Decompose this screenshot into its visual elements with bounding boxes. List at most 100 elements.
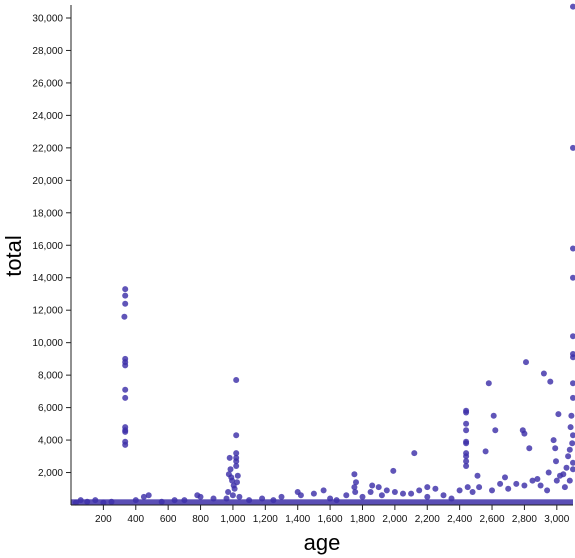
data-point — [92, 497, 99, 504]
y-tick-label: 18,000 — [32, 208, 63, 219]
data-point — [375, 484, 382, 491]
data-point — [456, 487, 463, 494]
data-point — [310, 490, 317, 497]
data-point — [234, 479, 240, 486]
y-ticks: 2,000 4,000 6,000 8,000 10,000 12,000 14,000 16… — [32, 13, 71, 479]
data-point — [246, 497, 253, 504]
y-axis-title: total — [1, 235, 26, 277]
data-point — [400, 490, 406, 497]
data-point — [513, 480, 520, 487]
data-point — [122, 362, 129, 369]
data-point — [327, 495, 334, 502]
data-point — [490, 412, 497, 419]
data-point — [570, 3, 575, 10]
data-point — [568, 412, 575, 419]
y-tick-label: 26,000 — [32, 78, 63, 89]
y-tick-label: 12,000 — [32, 306, 63, 317]
data-point — [233, 458, 240, 465]
x-tick-label: 2,200 — [415, 514, 440, 525]
data-point — [223, 495, 230, 502]
data-point — [424, 484, 431, 491]
data-point — [463, 440, 470, 447]
data-point — [424, 493, 431, 500]
y-tick-label: 20,000 — [32, 176, 63, 187]
data-point — [553, 477, 560, 484]
baseline-point-band — [71, 499, 573, 505]
data-point — [378, 492, 385, 499]
data-point — [122, 286, 129, 293]
data-point — [333, 497, 340, 504]
y-tick-label: 14,000 — [32, 273, 63, 284]
x-ticks: 200 400 600 800 1,000 1,200 1,400 1,600 1,800 2,0… — [95, 505, 570, 525]
data-point — [570, 274, 575, 281]
data-point — [122, 394, 129, 401]
y-tick-label: 6,000 — [38, 403, 63, 414]
data-point — [440, 492, 447, 499]
data-point — [122, 300, 129, 307]
x-tick-label: 1,600 — [318, 514, 343, 525]
data-point — [233, 463, 240, 469]
data-point — [523, 359, 529, 366]
data-point — [383, 487, 390, 494]
x-tick-label: 2,000 — [382, 514, 407, 525]
y-tick-label: 4,000 — [38, 436, 63, 447]
data-point — [492, 427, 499, 434]
data-point — [181, 497, 188, 504]
data-point — [197, 493, 204, 500]
data-point — [570, 354, 575, 361]
data-point — [566, 446, 573, 453]
x-axis-title: age — [304, 530, 341, 555]
data-point — [566, 477, 573, 484]
data-point — [171, 497, 178, 504]
x-tick-label: 1,400 — [285, 514, 310, 525]
data-point — [72, 499, 79, 506]
data-point — [229, 477, 236, 484]
data-point — [521, 430, 528, 437]
data-point — [544, 487, 551, 494]
data-point — [569, 440, 575, 447]
data-point — [259, 495, 266, 502]
points-layer — [71, 3, 575, 506]
data-point — [351, 484, 358, 491]
data-point — [416, 487, 423, 494]
data-point — [234, 472, 241, 479]
y-tick-label: 10,000 — [32, 338, 63, 349]
data-point — [411, 450, 418, 457]
data-point — [145, 492, 152, 499]
y-tick-label: 22,000 — [32, 143, 63, 154]
data-point — [570, 380, 575, 387]
data-point — [563, 464, 570, 471]
data-point — [553, 458, 559, 465]
data-point — [233, 432, 240, 439]
data-point — [352, 489, 359, 495]
data-point — [570, 333, 575, 340]
data-point — [476, 484, 483, 491]
data-point — [227, 466, 234, 473]
data-point — [132, 497, 139, 504]
data-point — [391, 489, 398, 495]
data-point — [225, 489, 232, 495]
data-point — [122, 428, 129, 435]
data-point — [122, 292, 129, 299]
data-point — [463, 409, 470, 416]
data-point — [351, 471, 358, 478]
data-point — [233, 377, 240, 383]
data-point — [570, 432, 575, 439]
data-point — [570, 394, 575, 401]
data-point — [565, 453, 572, 460]
data-point — [463, 463, 470, 469]
data-point — [463, 427, 470, 434]
data-point — [408, 490, 415, 497]
data-point — [540, 370, 547, 377]
data-point — [482, 448, 489, 455]
data-point — [463, 453, 470, 460]
data-point — [557, 472, 563, 479]
data-point — [550, 437, 557, 444]
x-tick-label: 1,800 — [350, 514, 375, 525]
data-point — [545, 469, 552, 476]
y-tick-label: 28,000 — [32, 46, 63, 57]
data-point — [390, 467, 397, 474]
data-point — [463, 420, 470, 427]
